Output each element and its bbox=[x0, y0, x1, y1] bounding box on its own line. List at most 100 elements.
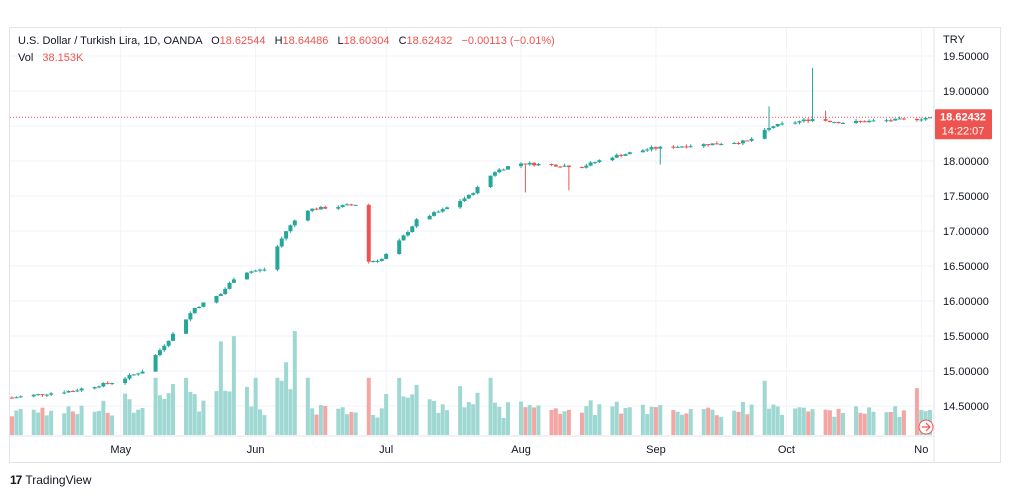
volume-bar bbox=[275, 377, 280, 435]
volume-bar bbox=[519, 401, 524, 435]
volume-bar bbox=[492, 402, 497, 435]
candle-body bbox=[66, 390, 71, 393]
candle-body bbox=[284, 231, 289, 239]
volume-bar bbox=[671, 410, 676, 435]
candle-body bbox=[70, 390, 75, 392]
volume-bar bbox=[810, 409, 815, 435]
volume-bar bbox=[66, 406, 71, 435]
candle-body bbox=[257, 269, 262, 271]
volume-bar bbox=[649, 406, 654, 435]
volume-bar bbox=[832, 416, 837, 435]
candle-body bbox=[762, 129, 767, 139]
price-tick-label: 16.00000 bbox=[943, 296, 989, 308]
candle-body bbox=[627, 152, 632, 155]
low-value: 18.60304 bbox=[343, 35, 390, 47]
volume-bar bbox=[279, 380, 284, 435]
candle-body bbox=[97, 386, 102, 388]
candle-body bbox=[131, 374, 136, 376]
candle-body bbox=[140, 371, 145, 374]
volume-bar bbox=[292, 331, 297, 435]
volume-bar bbox=[501, 417, 506, 435]
volume-bar bbox=[505, 402, 510, 435]
volume-bar bbox=[253, 377, 258, 435]
volume-bar bbox=[201, 400, 206, 435]
volume-bar bbox=[588, 400, 593, 435]
volume-bar bbox=[318, 405, 323, 435]
volume-bar bbox=[244, 386, 249, 435]
candle-body bbox=[893, 118, 898, 121]
tradingview-name: TradingView bbox=[25, 473, 92, 487]
volume-bar bbox=[384, 393, 389, 435]
volume-bar bbox=[780, 414, 785, 435]
last-price-tag[interactable] bbox=[935, 109, 992, 140]
volume-bar bbox=[162, 398, 167, 435]
candle-body bbox=[353, 204, 358, 206]
vol-value: 38.153K bbox=[42, 52, 84, 64]
vol-key[interactable]: Vol bbox=[18, 52, 34, 64]
candle-body bbox=[371, 261, 376, 263]
volume-bar bbox=[405, 397, 410, 435]
candle-body bbox=[928, 117, 932, 119]
volume-bar bbox=[871, 411, 876, 435]
volume-bar bbox=[619, 413, 624, 435]
candle-body bbox=[527, 162, 532, 165]
candle-body bbox=[584, 165, 589, 168]
candle-body bbox=[10, 397, 14, 399]
volume-bar bbox=[710, 409, 715, 435]
candle-body bbox=[675, 146, 680, 148]
volume-bar bbox=[436, 412, 441, 435]
ohlc-legend: U.S. Dollar / Turkish Lira, 1D, OANDA O1… bbox=[18, 35, 555, 47]
candle-body bbox=[827, 120, 832, 122]
candle-body bbox=[18, 396, 23, 398]
candle-body bbox=[884, 120, 889, 122]
time-tick-label: Jun bbox=[247, 444, 265, 456]
volume-bar bbox=[475, 392, 480, 435]
volume-bar bbox=[836, 408, 841, 435]
candle-body bbox=[836, 121, 841, 124]
volume-bar bbox=[884, 412, 889, 435]
volume-bar bbox=[432, 401, 437, 435]
candle-body bbox=[153, 355, 158, 372]
candle-body bbox=[379, 258, 384, 261]
volume-bar bbox=[157, 395, 162, 435]
volume-bar bbox=[445, 410, 450, 435]
candle-body bbox=[780, 123, 785, 125]
volume-bar bbox=[62, 413, 67, 435]
candle-body bbox=[658, 146, 663, 149]
volume-bar bbox=[767, 408, 772, 435]
candle-body bbox=[684, 146, 689, 148]
candle-body bbox=[719, 143, 724, 145]
tradingview-logo[interactable]: 17 TradingView bbox=[10, 473, 91, 487]
volume-bar bbox=[257, 409, 262, 435]
candle-body bbox=[471, 193, 476, 195]
time-tick-label: Aug bbox=[511, 444, 531, 456]
volume-bar bbox=[592, 415, 597, 435]
candle-body bbox=[157, 350, 162, 356]
volume-bar bbox=[466, 402, 471, 435]
candle-body bbox=[862, 121, 867, 123]
candle-body bbox=[305, 210, 310, 221]
volume-bar bbox=[310, 408, 315, 435]
candle-body bbox=[162, 345, 167, 351]
volume-bar bbox=[867, 407, 872, 435]
candle-body bbox=[201, 302, 206, 307]
volume-bar bbox=[123, 393, 128, 435]
candle-body bbox=[523, 163, 528, 165]
volume-bar bbox=[897, 416, 902, 435]
volume-bar bbox=[153, 377, 158, 435]
price-tick-label: 19.00000 bbox=[943, 86, 989, 98]
time-tick-label: No bbox=[914, 444, 928, 456]
candle-body bbox=[919, 119, 924, 121]
candle-body bbox=[566, 165, 571, 168]
volume-bar bbox=[901, 410, 906, 435]
symbol-title[interactable]: U.S. Dollar / Turkish Lira, 1D, OANDA bbox=[18, 35, 202, 47]
candle-body bbox=[888, 120, 893, 122]
volume-bar bbox=[323, 405, 328, 435]
candle-body bbox=[767, 128, 772, 130]
candle-body bbox=[536, 163, 541, 166]
candle-body bbox=[427, 215, 432, 220]
candle-body bbox=[671, 146, 676, 148]
candle-body bbox=[592, 162, 597, 164]
candle-body bbox=[188, 313, 193, 320]
